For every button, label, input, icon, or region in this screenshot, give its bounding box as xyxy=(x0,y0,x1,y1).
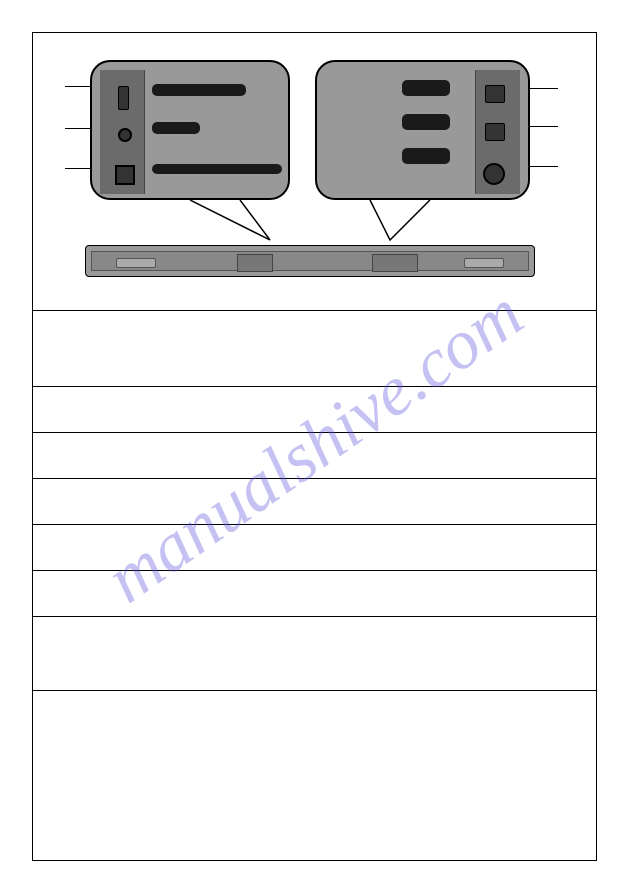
lead-line xyxy=(530,126,558,127)
table-cell-number xyxy=(33,571,88,617)
table-row xyxy=(33,387,596,433)
table-row xyxy=(33,571,596,617)
lead-line xyxy=(65,168,90,169)
lead-line xyxy=(530,88,558,89)
lead-line xyxy=(530,166,558,167)
vent-slot xyxy=(402,148,450,164)
usb-port-icon xyxy=(118,86,129,110)
table-cell-number xyxy=(33,433,88,479)
table-cell-number xyxy=(33,387,88,433)
table-row xyxy=(33,525,596,571)
table-cell-number xyxy=(33,525,88,571)
table-cell-number xyxy=(33,479,88,525)
product-diagram xyxy=(90,60,530,285)
table-cell-desc xyxy=(88,617,596,691)
aux-port-icon xyxy=(118,128,132,142)
soundbar-body xyxy=(85,245,535,277)
vent-slot xyxy=(152,164,282,174)
ports-table xyxy=(33,310,596,691)
connector-lines xyxy=(90,200,540,250)
table-cell-desc xyxy=(88,387,596,433)
callout-panel-right xyxy=(315,60,530,200)
callout-panel-left xyxy=(90,60,290,200)
soundbar-compartment xyxy=(237,254,273,272)
vent-slot xyxy=(152,122,200,134)
soundbar-bracket xyxy=(116,258,156,268)
table-cell-desc xyxy=(88,525,596,571)
vent-slot xyxy=(402,80,450,96)
soundbar-compartment xyxy=(372,254,418,272)
vent-slot xyxy=(152,84,246,96)
table-cell-desc xyxy=(88,433,596,479)
table-row xyxy=(33,617,596,691)
optical-port-icon xyxy=(115,165,135,185)
hdmi-port-icon xyxy=(485,85,505,103)
table-row xyxy=(33,433,596,479)
hdmi-port-icon xyxy=(485,123,505,141)
vent-slot xyxy=(402,114,450,130)
table-cell-number xyxy=(33,617,88,691)
soundbar-bracket xyxy=(464,258,504,268)
table-cell-desc xyxy=(88,571,596,617)
table-cell-number xyxy=(33,311,88,387)
power-port-icon xyxy=(483,163,505,185)
lead-line xyxy=(65,86,90,87)
table-row xyxy=(33,479,596,525)
table-cell-desc xyxy=(88,479,596,525)
lead-line xyxy=(65,128,90,129)
panel-surface-right xyxy=(475,70,520,194)
table-row xyxy=(33,311,596,387)
panel-surface-left xyxy=(100,70,145,194)
table-cell-desc xyxy=(88,311,596,387)
soundbar-underside xyxy=(91,251,529,271)
